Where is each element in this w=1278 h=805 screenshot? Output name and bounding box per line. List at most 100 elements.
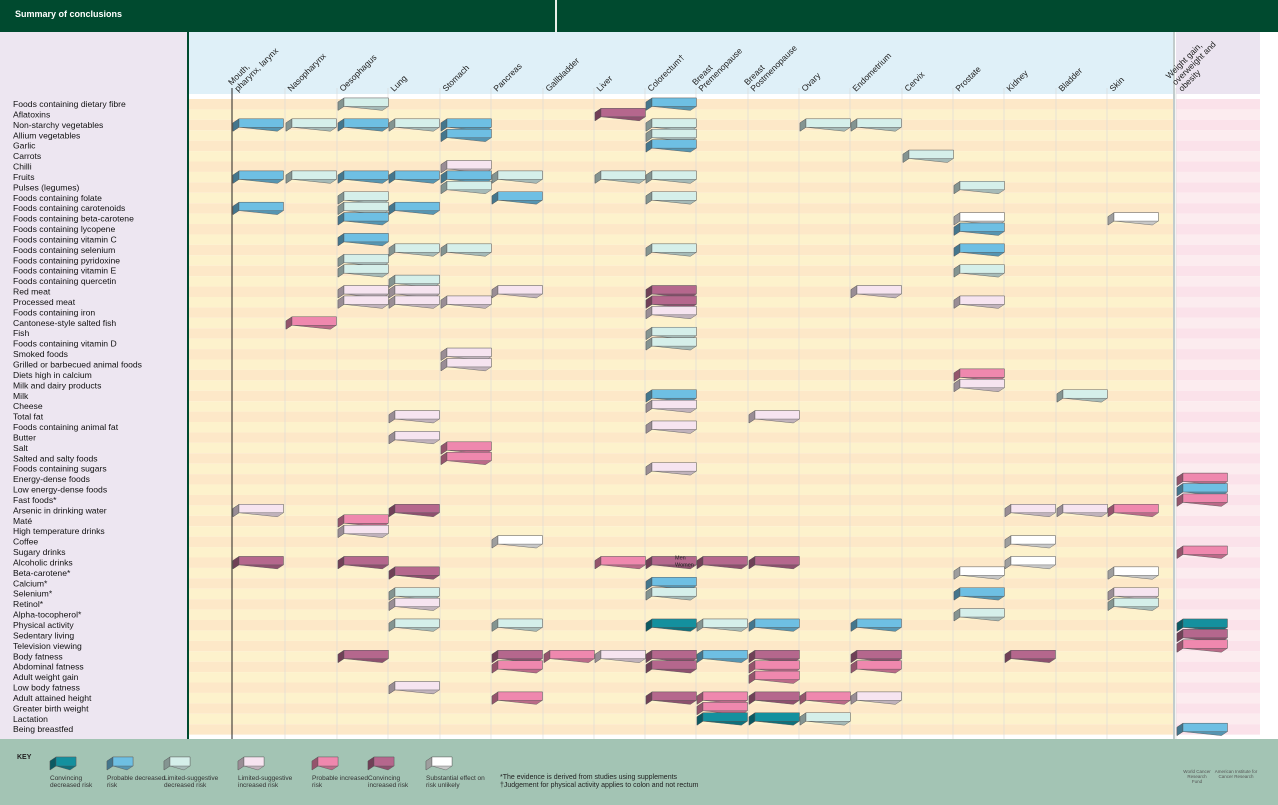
judgement-bar-face bbox=[1182, 493, 1228, 503]
key-label: Probable increased risk bbox=[312, 775, 369, 789]
judgement-bar-face bbox=[651, 691, 697, 701]
judgement-bar-face bbox=[702, 691, 748, 701]
page-title: Summary of conclusions bbox=[15, 9, 123, 19]
judgement-bar bbox=[388, 681, 440, 695]
judgement-bar bbox=[799, 691, 851, 705]
judgement-bar bbox=[388, 597, 440, 611]
row-stripe-obesity bbox=[1176, 380, 1260, 391]
judgement-bar-face bbox=[238, 118, 284, 128]
judgement-bar bbox=[850, 649, 902, 664]
judgement-bar-face bbox=[959, 212, 1005, 222]
row-label: Retinol* bbox=[13, 599, 44, 609]
judgement-bar-face bbox=[1062, 504, 1108, 514]
row-stripe bbox=[189, 109, 1173, 120]
judgement-bar-face bbox=[600, 108, 646, 118]
row-stripe-obesity bbox=[1176, 682, 1260, 693]
judgement-bar bbox=[594, 170, 646, 184]
judgement-bar-face bbox=[343, 295, 389, 305]
judgement-bar-face bbox=[651, 243, 697, 253]
judgement-bar-face bbox=[1182, 618, 1228, 628]
row-label: Cantonese-style salted fish bbox=[13, 318, 116, 328]
judgement-bar bbox=[645, 337, 697, 351]
judgement-bar-face bbox=[651, 660, 697, 670]
row-stripe bbox=[189, 703, 1173, 714]
judgement-bar bbox=[1176, 639, 1228, 653]
judgement-bar bbox=[748, 618, 800, 632]
judgement-bar bbox=[953, 608, 1005, 622]
judgement-bar bbox=[953, 587, 1005, 601]
row-stripe bbox=[189, 349, 1173, 360]
judgement-bar-face bbox=[1182, 639, 1228, 649]
judgement-bar bbox=[748, 712, 800, 726]
row-stripe-obesity bbox=[1176, 244, 1260, 256]
judgement-bar bbox=[645, 660, 697, 674]
judgement-bar bbox=[953, 378, 1005, 393]
row-label: Pulses (legumes) bbox=[13, 182, 80, 192]
key-swatch-face bbox=[431, 756, 453, 767]
row-label: Smoked foods bbox=[13, 349, 68, 359]
judgement-bar-face bbox=[754, 691, 800, 701]
row-stripe bbox=[189, 224, 1173, 235]
judgement-bar bbox=[440, 243, 492, 257]
judgement-bar-face bbox=[394, 118, 440, 128]
row-label: Foods containing quercetin bbox=[13, 276, 116, 286]
judgement-bar-face bbox=[394, 566, 440, 576]
key-swatch bbox=[237, 756, 265, 771]
judgement-bar-face bbox=[702, 712, 748, 722]
judgement-bar bbox=[388, 431, 440, 445]
judgement-bar bbox=[285, 118, 337, 132]
key-title: KEY bbox=[17, 754, 32, 761]
key-swatch-face bbox=[112, 756, 134, 767]
judgement-bar bbox=[337, 514, 389, 528]
judgement-bar-face bbox=[238, 504, 284, 514]
judgement-bar-face bbox=[651, 170, 697, 180]
judgement-bar-face bbox=[754, 670, 800, 680]
row-stripe-obesity bbox=[1176, 234, 1260, 245]
judgement-bar-face bbox=[702, 702, 748, 711]
row-stripe-obesity bbox=[1176, 224, 1260, 235]
judgement-bar bbox=[1004, 556, 1056, 570]
judgement-bar-face bbox=[959, 243, 1005, 253]
row-label: Diets high in calcium bbox=[13, 370, 92, 380]
row-stripe-obesity bbox=[1176, 109, 1260, 120]
judgement-bar bbox=[440, 451, 492, 466]
judgement-bar bbox=[645, 462, 697, 476]
annotation: Men bbox=[675, 555, 686, 561]
judgement-bar-face bbox=[1010, 535, 1056, 545]
judgement-bar bbox=[696, 649, 748, 664]
row-label: Chilli bbox=[13, 162, 32, 172]
judgement-bar bbox=[1056, 504, 1108, 518]
row-stripe bbox=[189, 713, 1173, 725]
judgement-bar-face bbox=[651, 139, 697, 149]
judgement-bar-face bbox=[651, 337, 697, 347]
judgement-bar-face bbox=[446, 160, 492, 170]
key-swatch-end bbox=[163, 756, 171, 771]
judgement-bar-face bbox=[702, 556, 748, 566]
row-stripe bbox=[189, 203, 1173, 214]
judgement-bar-face bbox=[394, 170, 440, 180]
judgement-bar-face bbox=[343, 97, 389, 107]
row-label: Foods containing carotenoids bbox=[13, 203, 125, 213]
row-stripe-obesity bbox=[1176, 401, 1260, 412]
judgement-bar-face bbox=[343, 170, 389, 180]
judgement-bar bbox=[953, 243, 1005, 257]
judgement-bar bbox=[850, 285, 902, 299]
judgement-bar-face bbox=[651, 306, 697, 316]
judgement-bar-face bbox=[959, 368, 1005, 378]
judgement-bar-face bbox=[651, 556, 697, 566]
row-label: Being breastfed bbox=[13, 724, 73, 734]
row-label: Foods containing iron bbox=[13, 307, 95, 317]
row-stripe-obesity bbox=[1176, 422, 1260, 433]
row-stripe bbox=[189, 213, 1173, 225]
judgement-bar bbox=[696, 691, 748, 705]
judgement-bar-face bbox=[497, 285, 543, 295]
judgement-bar-face bbox=[1113, 566, 1159, 576]
row-stripe bbox=[189, 672, 1173, 683]
key-swatch bbox=[425, 756, 453, 771]
key-swatch-face bbox=[55, 756, 77, 767]
judgement-bar-face bbox=[600, 650, 646, 659]
row-stripe bbox=[189, 182, 1173, 193]
row-label: Garlic bbox=[13, 141, 36, 151]
judgement-bar bbox=[440, 347, 492, 361]
row-stripe-obesity bbox=[1176, 651, 1260, 662]
